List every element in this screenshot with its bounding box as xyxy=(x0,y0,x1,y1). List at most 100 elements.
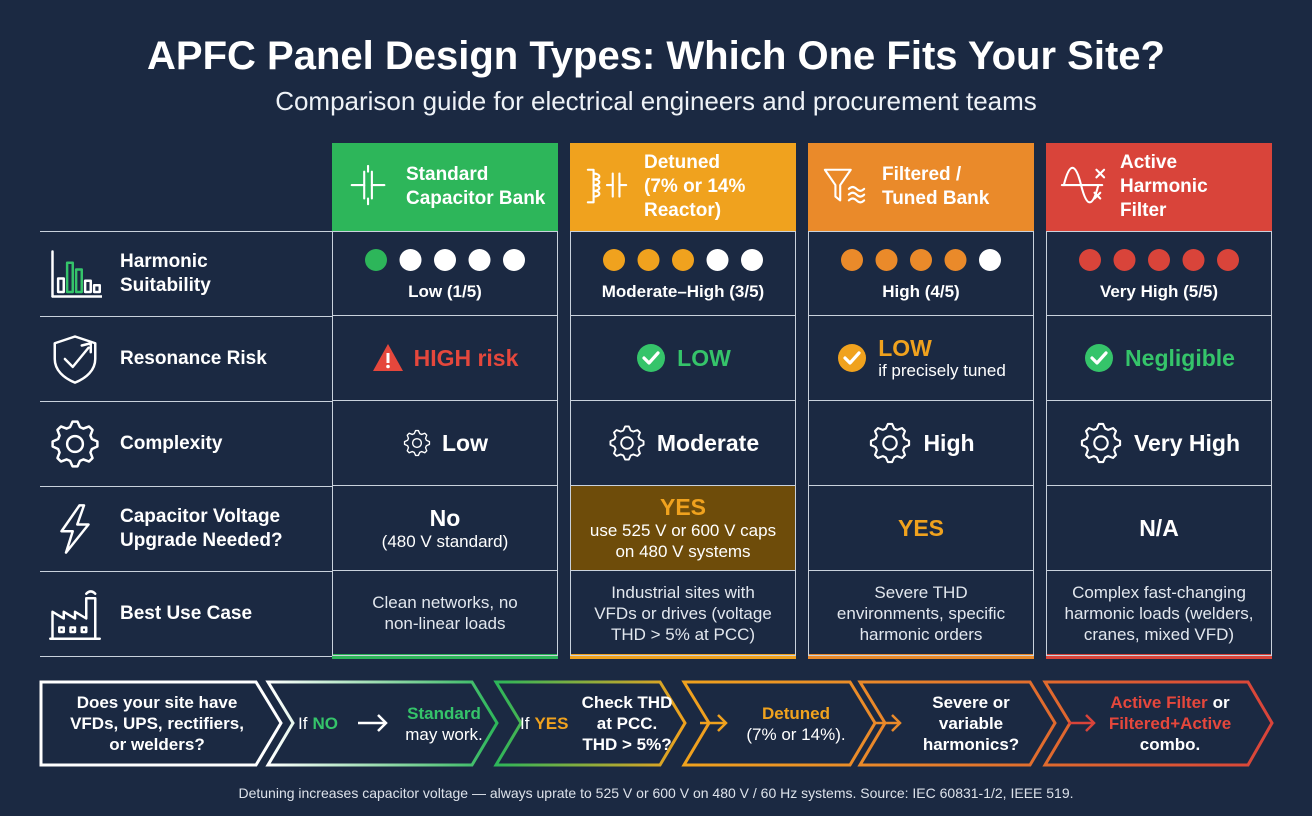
cell-value: YES xyxy=(659,494,707,520)
column-title-line: Filter xyxy=(1120,200,1167,221)
flow-key: YES xyxy=(534,713,569,733)
cell-note-line: harmonic orders xyxy=(859,624,983,644)
column-title-line: (7% or 14% xyxy=(644,176,746,197)
row-label: Complexity xyxy=(40,401,332,486)
cell-note-line: VFDs or drives (voltage xyxy=(594,603,772,623)
icon-part xyxy=(63,346,90,368)
icon-part xyxy=(586,168,628,204)
column-title-line: Capacitor Bank xyxy=(406,188,546,209)
status-value: LOW xyxy=(677,345,731,371)
row-label-text: Resonance Risk xyxy=(120,347,267,371)
cell-value: N/A xyxy=(1139,515,1179,541)
icon-part xyxy=(85,589,97,595)
status-text: LOW if precisely tuned xyxy=(878,335,1006,381)
rating-dot-filled xyxy=(1113,248,1136,271)
icon-part xyxy=(60,503,90,554)
icon-part xyxy=(58,625,65,633)
cell-note-line: THD > 5% at PCC) xyxy=(610,624,756,644)
icon-part xyxy=(847,185,866,192)
status: LOW xyxy=(635,342,731,374)
flow-key: Detuned xyxy=(762,703,830,723)
flow-chevron xyxy=(493,680,687,767)
icon-part xyxy=(385,364,390,369)
rating-dot-filled xyxy=(672,248,694,271)
icon-part xyxy=(1062,166,1100,204)
row-label-text: Harmonic Suitability xyxy=(120,250,211,298)
table-cell: Very High xyxy=(1046,401,1272,486)
icon-part xyxy=(51,419,99,468)
rating-label: Moderate–High (3/5) xyxy=(601,281,765,301)
icon-part xyxy=(53,334,97,384)
rating-label: Very High (5/5) xyxy=(1099,281,1219,301)
icon-part xyxy=(83,279,92,293)
icon-part xyxy=(1060,166,1106,204)
icon-part xyxy=(843,351,861,365)
icon-part xyxy=(350,164,386,206)
cell-note-line: use 525 V or 600 V caps xyxy=(589,521,777,540)
table-cell: Complex fast-changing harmonic loads (wel… xyxy=(1046,571,1272,656)
rating-dot-filled xyxy=(841,248,863,271)
table-cell: Severe THD environments, specific harmonic… xyxy=(808,571,1034,656)
flow-mid: or xyxy=(1212,693,1230,712)
row-line xyxy=(40,231,332,232)
icon-part xyxy=(51,249,102,298)
row-label: Best Use Case xyxy=(40,571,332,656)
column-title-line: Tuned Bank xyxy=(882,188,990,209)
flow-key: Filtered+Active xyxy=(1108,714,1232,733)
status-value: Negligible xyxy=(1125,345,1235,371)
row-label-text: Best Use Case xyxy=(120,602,252,626)
row-label-text: Capacitor Voltage Upgrade Needed? xyxy=(120,505,283,553)
flow-arrow xyxy=(1068,714,1096,732)
table-cell: Very High (5/5) xyxy=(1046,231,1272,316)
flow-standard: Standard may work. xyxy=(392,682,496,765)
flow-severe: Severe or variable harmonics? xyxy=(902,682,1040,765)
flow-arrow xyxy=(874,714,902,732)
row-line xyxy=(40,486,332,487)
cell-note-line: environments, specific xyxy=(836,603,1006,623)
icon-part xyxy=(65,261,74,293)
icon-part xyxy=(882,435,899,451)
column-icon xyxy=(350,164,386,206)
flow-arrow xyxy=(358,714,388,732)
icon-part xyxy=(609,425,645,461)
column-title-line: Reactor) xyxy=(644,200,722,221)
row-label: Resonance Risk xyxy=(40,316,332,401)
status-text: HIGH risk xyxy=(414,345,519,371)
cell-note-line: Industrial sites with xyxy=(611,582,755,602)
icon-part xyxy=(1093,191,1102,200)
subtitle: Comparison guide for electrical engineer… xyxy=(275,85,1037,116)
row-label-line: Complexity xyxy=(120,432,223,454)
flow-key: Standard xyxy=(407,703,481,723)
gear-icon xyxy=(870,422,911,464)
complexity-value: Very High xyxy=(1133,429,1241,456)
icon-part xyxy=(1090,351,1108,365)
rating-dot-empty xyxy=(706,248,729,271)
icon-part xyxy=(1095,168,1106,179)
cell-note: Severe THD environments, specific harmonic… xyxy=(837,582,1005,645)
icon-part xyxy=(847,197,866,204)
icon-part xyxy=(56,276,65,293)
flow-active-line: Active Filter or xyxy=(1110,692,1229,713)
flow-question-line: VFDs, UPS, rectifiers, xyxy=(70,714,244,733)
table-cell: No (480 V standard) xyxy=(332,486,558,571)
flow-if-yes: If YES xyxy=(520,682,580,765)
column-title: Active Harmonic Filter xyxy=(1120,151,1208,223)
cell-note: Clean networks, no non-linear loads xyxy=(372,592,518,634)
row-label-line: Best Use Case xyxy=(120,602,253,624)
complexity: Low xyxy=(402,428,488,458)
flow-check-line: at PCC. xyxy=(596,714,658,733)
rating-dot-filled xyxy=(365,248,387,271)
icon-part xyxy=(386,353,390,363)
icon-part xyxy=(80,341,92,353)
icon-part xyxy=(51,596,97,640)
icon-part xyxy=(1080,422,1122,464)
status-text: LOW xyxy=(677,345,731,371)
column-title: Detuned (7% or 14% Reactor) xyxy=(644,151,745,223)
flow-chevron xyxy=(265,680,499,767)
flow-question: Does your site have VFDs, UPS, rectifiers… xyxy=(44,682,270,765)
row-label: Harmonic Suitability xyxy=(40,231,332,316)
icon-part xyxy=(74,267,83,293)
cell-note: use 525 V or 600 V caps on 480 V systems xyxy=(590,520,776,562)
cell-note-line: cranes, mixed VFD) xyxy=(1083,624,1235,644)
icon-part xyxy=(847,191,866,198)
